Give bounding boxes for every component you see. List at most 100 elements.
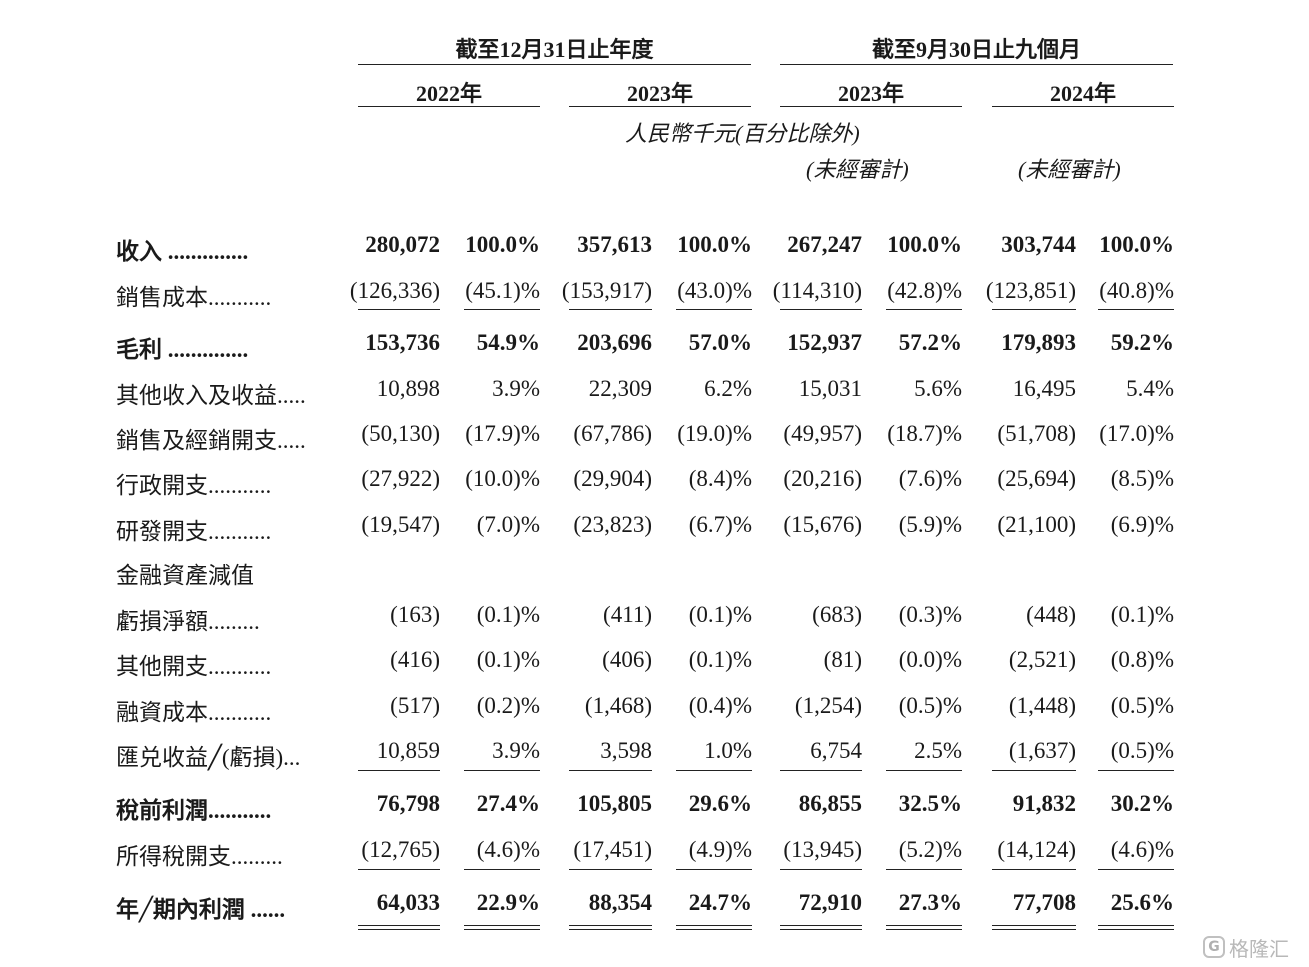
amount-cell: 64,033 [376, 890, 440, 915]
percent-cell: (0.1)% [476, 602, 540, 627]
header-rule-ninemonth [780, 64, 1173, 65]
percent-cell: (0.1)% [1110, 602, 1174, 627]
amount-cell: (27,922) [361, 466, 440, 491]
year-header-2: 2023年 [626, 81, 693, 106]
amount-cell: (153,917) [561, 278, 652, 303]
year-header-3: 2023年 [837, 81, 904, 106]
percent-cell: (6.9)% [1110, 512, 1174, 537]
row-label: 稅前利潤........... [116, 798, 272, 823]
year-header-1: 2022年 [415, 81, 482, 106]
row-label: 金融資產減值 [116, 563, 254, 588]
percent-cell: 59.2% [1110, 330, 1174, 355]
subtotal-rule [569, 869, 652, 870]
gelonghui-logo-icon: G [1203, 936, 1225, 958]
subtotal-rule [1098, 770, 1174, 771]
amount-cell: (13,945) [783, 837, 862, 862]
period-header-annual: 截至12月31日止年度 [455, 37, 654, 62]
row-label: 行政開支........... [116, 473, 272, 498]
amount-cell: 179,893 [1001, 330, 1076, 355]
subtotal-rule [1098, 869, 1174, 870]
subtotal-rule [886, 869, 962, 870]
amount-cell: (448) [1026, 602, 1076, 627]
percent-cell: 6.2% [704, 376, 752, 401]
total-double-rule [358, 925, 440, 930]
percent-cell: 2.5% [914, 738, 962, 763]
percent-cell: (18.7)% [887, 421, 962, 446]
subtotal-rule [464, 309, 540, 310]
row-label: 研發開支........... [116, 519, 272, 544]
percent-cell: (8.4)% [688, 466, 752, 491]
percent-cell: 27.3% [898, 890, 962, 915]
amount-cell: 10,898 [376, 376, 440, 401]
percent-cell: 57.0% [688, 330, 752, 355]
amount-cell: 105,805 [577, 791, 652, 816]
amount-cell: 303,744 [1001, 232, 1076, 257]
percent-cell: 24.7% [688, 890, 752, 915]
subtotal-rule [569, 770, 652, 771]
subtotal-rule [886, 309, 962, 310]
amount-cell: 86,855 [798, 791, 862, 816]
subtotal-rule [780, 309, 862, 310]
percent-cell: 100.0% [677, 232, 752, 257]
total-double-rule [676, 925, 752, 930]
amount-cell: (21,100) [997, 512, 1076, 537]
total-double-rule [569, 925, 652, 930]
percent-cell: (4.9)% [688, 837, 752, 862]
period-header-ninemonth: 截至9月30日止九個月 [871, 37, 1081, 62]
percent-cell: 27.4% [476, 791, 540, 816]
year-rule-3 [780, 106, 962, 107]
watermark: G 格隆汇 [1203, 933, 1303, 961]
amount-cell: 357,613 [577, 232, 652, 257]
amount-cell: 22,309 [588, 376, 652, 401]
amount-cell: (1,254) [794, 693, 862, 718]
subtotal-rule [569, 309, 652, 310]
amount-cell: 15,031 [798, 376, 862, 401]
amount-cell: 77,708 [1012, 890, 1076, 915]
percent-cell: (42.8)% [887, 278, 962, 303]
amount-cell: 203,696 [577, 330, 652, 355]
total-double-rule [464, 925, 540, 930]
percent-cell: (0.1)% [476, 647, 540, 672]
amount-cell: (126,336) [349, 278, 440, 303]
amount-cell: 6,754 [810, 738, 862, 763]
amount-cell: (50,130) [361, 421, 440, 446]
row-label: 年╱期內利潤 ...... [116, 897, 286, 922]
amount-cell: (29,904) [573, 466, 652, 491]
subtotal-rule [358, 869, 440, 870]
percent-cell: (8.5)% [1110, 466, 1174, 491]
unaudited-note-2: (未經審計) [1018, 157, 1121, 182]
percent-cell: 22.9% [476, 890, 540, 915]
subtotal-rule [780, 869, 862, 870]
total-double-rule [992, 925, 1076, 930]
percent-cell: (40.8)% [1099, 278, 1174, 303]
amount-cell: (1,637) [1008, 738, 1076, 763]
percent-cell: (17.0)% [1099, 421, 1174, 446]
amount-cell: (411) [603, 602, 652, 627]
row-label: 銷售成本........... [116, 285, 272, 310]
percent-cell: 100.0% [887, 232, 962, 257]
subtotal-rule [780, 770, 862, 771]
percent-cell: (7.0)% [476, 512, 540, 537]
currency-note: 人民幣千元(百分比除外) [625, 121, 860, 146]
percent-cell: (5.2)% [898, 837, 962, 862]
subtotal-rule [464, 770, 540, 771]
subtotal-rule [676, 770, 752, 771]
percent-cell: (0.1)% [688, 602, 752, 627]
percent-cell: (0.8)% [1110, 647, 1174, 672]
amount-cell: 88,354 [588, 890, 652, 915]
amount-cell: (1,448) [1008, 693, 1076, 718]
amount-cell: (49,957) [783, 421, 862, 446]
percent-cell: (0.5)% [898, 693, 962, 718]
percent-cell: 3.9% [492, 376, 540, 401]
percent-cell: 30.2% [1110, 791, 1174, 816]
amount-cell: (123,851) [985, 278, 1076, 303]
percent-cell: (6.7)% [688, 512, 752, 537]
percent-cell: (7.6)% [898, 466, 962, 491]
subtotal-rule [992, 869, 1076, 870]
row-label: 融資成本........... [116, 700, 272, 725]
amount-cell: 267,247 [787, 232, 862, 257]
amount-cell: (67,786) [573, 421, 652, 446]
percent-cell: 57.2% [898, 330, 962, 355]
amount-cell: 153,736 [365, 330, 440, 355]
percent-cell: (19.0)% [677, 421, 752, 446]
